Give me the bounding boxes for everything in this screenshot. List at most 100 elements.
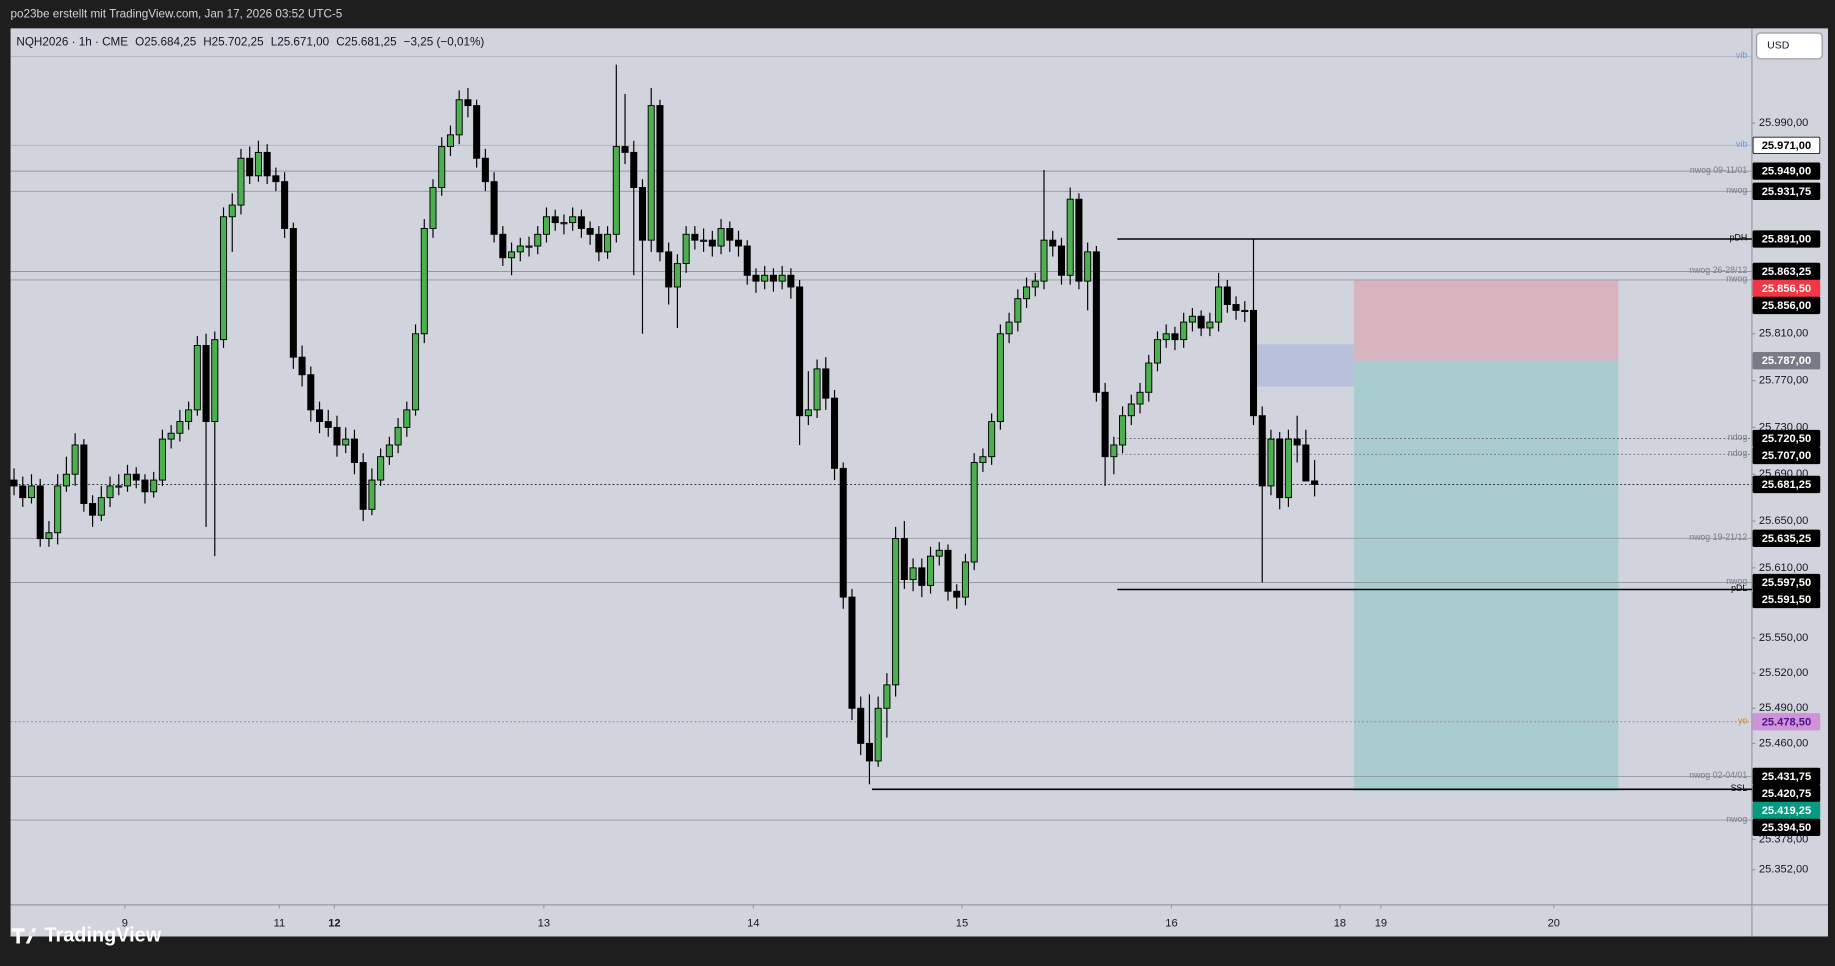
candle-body [219, 216, 228, 341]
candle-body [254, 151, 262, 177]
price-label: 25.431,75 [1762, 771, 1811, 783]
candle-body [324, 421, 332, 428]
candle-body [185, 409, 193, 423]
candle-body [446, 134, 454, 148]
candle-body [822, 368, 830, 399]
candle-body [333, 426, 341, 446]
level-tag: nwog [1726, 814, 1747, 824]
level-tag: ndog [1728, 448, 1748, 458]
candle-body [927, 555, 935, 586]
ohlc-legend: NQH2026 · 1h · CME O25.684,25 H25.702,25 L2… [16, 35, 484, 48]
candle-body [1101, 391, 1109, 458]
price-box [1752, 713, 1821, 731]
candle-body [560, 222, 568, 225]
y-tick-label: 25.460,00 [1759, 737, 1808, 749]
price-label: 25.949,00 [1762, 166, 1811, 178]
ohlc-value: −3,25 (−0,01%) [404, 35, 485, 48]
candle-body [316, 409, 324, 423]
x-tick-label: 15 [956, 918, 968, 930]
price-box [1752, 784, 1821, 803]
candle-body [604, 233, 612, 253]
price-label: 25.856,00 [1762, 300, 1811, 312]
price-box [1752, 573, 1821, 592]
candle-body [839, 467, 847, 598]
price-label: 25.681,25 [1762, 479, 1811, 491]
price-label: 25.591,50 [1762, 594, 1811, 606]
candle-body [350, 438, 358, 463]
candle-body [1197, 315, 1205, 329]
level-tag: pDL [1731, 583, 1747, 593]
candle-body [272, 175, 280, 183]
candle-body [743, 245, 751, 276]
logo-mark [11, 928, 37, 944]
candle-body [1276, 438, 1284, 499]
candle-body [150, 479, 158, 493]
candle-body [865, 742, 873, 762]
candle-body [385, 444, 393, 458]
candle-body [412, 333, 420, 411]
candle-body [228, 204, 236, 218]
price-box [1752, 352, 1821, 370]
candle-body [1171, 333, 1179, 341]
y-tick-label: 25.770,00 [1759, 375, 1808, 387]
candle-body [1302, 444, 1310, 482]
candle-body [1267, 438, 1275, 487]
x-tick-label: 9 [122, 918, 128, 930]
candle-body [377, 456, 385, 481]
candle-body [473, 105, 481, 159]
currency-button[interactable] [1756, 32, 1823, 60]
candle-body [769, 274, 777, 282]
candle-body [464, 99, 472, 107]
candle-body [621, 146, 629, 153]
x-tick-label: 14 [747, 918, 759, 930]
logo: TradingView [11, 925, 162, 947]
candle-body [909, 567, 917, 581]
candle-body [813, 368, 821, 411]
price-label: 25.720,50 [1762, 433, 1811, 445]
candle-body [490, 181, 498, 235]
candle-body [1119, 415, 1127, 446]
candle-body [796, 286, 804, 417]
price-box [1752, 279, 1821, 298]
caption: po23be erstellt mit TradingView.com, Jan… [11, 7, 343, 20]
candle-body [281, 181, 289, 229]
candle-body [342, 438, 350, 446]
candle-body [499, 233, 507, 259]
axes: 25.990,0025.810,0025.770,0025.730,0025.6… [122, 117, 1809, 929]
level-tag: SSL [1731, 783, 1748, 793]
candle-body [54, 485, 62, 534]
x-tick-label: 18 [1334, 918, 1346, 930]
candle-body [176, 421, 184, 434]
candle-body [857, 707, 865, 744]
candle-body [27, 485, 36, 499]
price-label: 25.891,00 [1762, 234, 1811, 246]
y-tick-label: 25.490,00 [1759, 702, 1808, 714]
price-label: 25.597,50 [1762, 577, 1811, 589]
candles [10, 64, 1319, 785]
candle-body [717, 227, 725, 247]
candle-body [1249, 309, 1258, 417]
price-label: 25.420,75 [1762, 788, 1811, 800]
candle-body [246, 157, 254, 177]
candle-body [36, 485, 44, 540]
ohlc-value: L25.671,00 [271, 35, 330, 48]
level-tag: yo [1738, 715, 1747, 725]
position-zone [1254, 344, 1354, 387]
candle-body [80, 444, 88, 504]
candle-body [1092, 251, 1100, 393]
price-box [1752, 182, 1821, 200]
price-box [1752, 475, 1821, 494]
y-tick-label: 25.550,00 [1759, 632, 1808, 644]
level-tag: pDH [1730, 233, 1748, 243]
price-box [1752, 818, 1821, 837]
time-axis [10, 904, 1828, 937]
level-tag: nwog [1726, 185, 1747, 195]
candle-body [62, 473, 70, 487]
candle-body [752, 274, 760, 282]
x-tick-label: 12 [328, 918, 340, 930]
position-zone [1353, 360, 1619, 792]
candle-body [988, 421, 996, 458]
candle-body [1040, 239, 1048, 282]
